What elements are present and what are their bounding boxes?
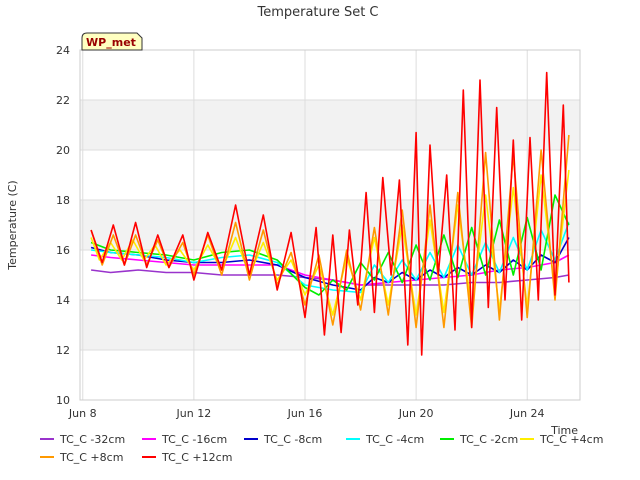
legend-label: TC_C +8cm bbox=[59, 451, 123, 464]
x-tick-label: Jun 12 bbox=[176, 407, 212, 420]
wp-met-badge: WP_met bbox=[81, 32, 143, 51]
y-tick-label: 22 bbox=[56, 94, 70, 107]
y-tick-label: 10 bbox=[56, 394, 70, 407]
y-tick-label: 18 bbox=[56, 194, 70, 207]
x-axis-label: Time bbox=[550, 424, 578, 437]
x-axis-ticks: Jun 8 Jun 12 Jun 16 Jun 20 Jun 24 bbox=[68, 407, 545, 420]
x-tick-label: Jun 24 bbox=[509, 407, 545, 420]
legend-label: TC_C -16cm bbox=[161, 433, 227, 446]
series-line-tc-c-12cm bbox=[90, 71, 570, 356]
y-tick-label: 20 bbox=[56, 144, 70, 157]
chart-title: Temperature Set C bbox=[256, 5, 378, 20]
plot-band bbox=[80, 100, 580, 150]
y-axis-ticks: 10 12 14 16 18 20 22 24 bbox=[56, 44, 70, 407]
badge-shape bbox=[81, 32, 143, 51]
badge-label: WP_met bbox=[86, 36, 136, 49]
legend-label: TC_C +12cm bbox=[161, 451, 232, 464]
legend-label: TC_C -2cm bbox=[459, 433, 518, 446]
plot-band bbox=[80, 200, 580, 250]
legend-label: TC_C +4cm bbox=[539, 433, 603, 446]
legend-label: TC_C -32cm bbox=[59, 433, 125, 446]
legend-label: TC_C -8cm bbox=[263, 433, 322, 446]
y-tick-label: 24 bbox=[56, 44, 70, 57]
x-tick-label: Jun 16 bbox=[287, 407, 323, 420]
plot-border bbox=[79, 49, 581, 401]
y-axis-label: Temperature (C) bbox=[6, 180, 19, 270]
y-tick-label: 14 bbox=[56, 294, 70, 307]
legend: TC_C -32cm TC_C -16cm TC_C -8cm TC_C -4cm TC… bbox=[40, 433, 603, 464]
x-tick-label: Jun 8 bbox=[68, 407, 97, 420]
y-tick-label: 16 bbox=[56, 244, 70, 257]
series-lines bbox=[90, 71, 570, 356]
x-tick-label: Jun 20 bbox=[398, 407, 434, 420]
legend-label: TC_C -4cm bbox=[365, 433, 424, 446]
y-tick-label: 12 bbox=[56, 344, 70, 357]
